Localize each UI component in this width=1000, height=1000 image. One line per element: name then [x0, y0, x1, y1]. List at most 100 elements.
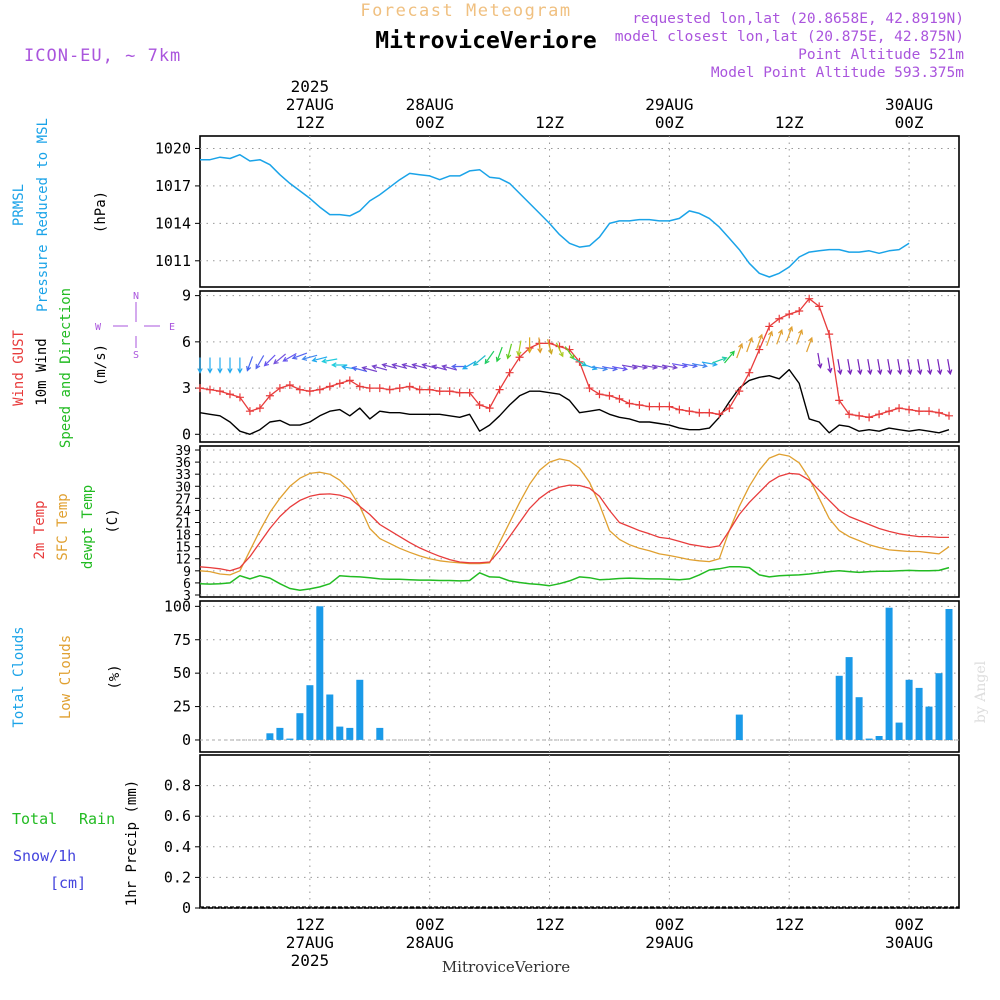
temp-ytick-label-2: 9: [183, 565, 191, 580]
point-altitude: Point Altitude 521m: [798, 47, 964, 63]
wind-arrow-32: [516, 340, 522, 357]
clouds-panel: 0 25 50 75 100: [164, 597, 960, 753]
wind-arrow-14: [331, 362, 348, 368]
wind-panel: 0 3 6 9: [182, 287, 960, 443]
dewpt-label: dewpt Temp: [80, 485, 96, 569]
gust-marker-60: [795, 307, 804, 316]
gust-marker-69: [885, 407, 894, 416]
wind-arrow-66: [857, 358, 863, 376]
top-axis-label-1-0: 28AUG: [406, 95, 454, 114]
wind-arrow-50: [691, 363, 708, 369]
cloud-bar-2: [286, 738, 294, 740]
cloud-bar-0: [266, 733, 274, 740]
gust-marker-23: [425, 385, 434, 394]
wind-arrow-6: [255, 355, 265, 370]
bottom-axis-label-5-0: 00Z: [895, 915, 924, 934]
gust-marker-5: [245, 407, 254, 416]
precip-total-label: Total: [12, 810, 57, 828]
cloud-bar-1: [276, 727, 284, 740]
cloud-bar-7: [336, 726, 344, 740]
wind-arrow-1: [207, 357, 213, 374]
cloud-bar-3: [296, 713, 304, 740]
precip-ytick-label-2: 0.4: [164, 838, 191, 856]
gust-marker-0: [196, 384, 204, 393]
top-axis-label-3-0: 29AUG: [645, 95, 693, 114]
temp-ytick-label-7: 24: [175, 504, 191, 519]
top-axis-label-1-1: 00Z: [415, 113, 444, 132]
gust-marker-39: [585, 384, 594, 393]
gust-marker-44: [635, 401, 644, 410]
gust-marker-8: [275, 384, 284, 393]
wind-ytick-label-0: 0: [182, 425, 191, 443]
gust-marker-53: [725, 404, 734, 413]
wind-ytick-label-1: 3: [182, 379, 191, 397]
temp-ytick-label-10: 33: [175, 468, 191, 483]
temp-ytick-label-4: 15: [175, 541, 191, 556]
wind-ytick-label-2: 6: [182, 333, 191, 351]
credit-label: by Angel: [973, 660, 989, 723]
sfc-temp-label: SFC Temp: [55, 493, 71, 560]
gust-marker-10: [295, 385, 304, 394]
clouds-ytick-label-0: 0: [182, 731, 191, 749]
compass-rose: N E S W: [95, 291, 175, 361]
temp-ytick-label-6: 21: [175, 517, 191, 532]
wind-arrow-21: [401, 362, 418, 369]
temp-unit-label: (C): [105, 508, 121, 533]
wind-unit-label: (m/s): [93, 344, 109, 386]
wind-ytick-label-3: 9: [182, 287, 191, 305]
cloud-bar-9: [356, 679, 364, 740]
gust-marker-13: [325, 382, 334, 391]
cloud-bar-21: [925, 706, 933, 740]
wind-arrow-18: [371, 364, 388, 371]
gust-marker-1: [205, 385, 214, 394]
gust-marker-75: [945, 411, 954, 420]
wind-arrow-5: [246, 356, 254, 372]
gust-marker-20: [395, 384, 404, 393]
wind-arrow-8: [273, 353, 286, 365]
gust-marker-26: [455, 388, 464, 397]
gust-marker-4: [235, 393, 244, 402]
clouds-unit-label: (%): [107, 664, 123, 689]
wind-arrow-11: [301, 354, 318, 361]
total-clouds-label: Total Clouds: [11, 626, 27, 727]
wind-arrow-62: [817, 352, 823, 369]
bottom-axis-label-1-0: 00Z: [415, 915, 444, 934]
wind-arrow-74: [937, 358, 943, 376]
precip-axis-label: 1hr Precip (mm): [124, 780, 140, 906]
gust-marker-30: [495, 385, 504, 394]
precip-rain-label: Rain: [79, 810, 115, 828]
clouds-ytick-label-4: 100: [164, 597, 191, 615]
wind-arrow-73: [927, 358, 933, 376]
wind-arrow-31: [506, 343, 513, 360]
bottom-axis-label-3-1: 29AUG: [645, 933, 693, 952]
gust-marker-3: [225, 390, 234, 399]
cloud-bar-18: [895, 722, 903, 740]
gust-marker-46: [655, 402, 664, 411]
cloud-bar-6: [326, 694, 334, 740]
wind-arrow-42: [611, 366, 629, 372]
cloud-bar-10: [376, 727, 384, 740]
wind-arrow-9: [282, 352, 297, 362]
wind-arrow-16: [351, 366, 368, 373]
temp-ytick-label-12: 39: [175, 444, 191, 459]
wind-arrow-51: [701, 361, 718, 367]
wind-arrow-4: [237, 357, 243, 374]
gust-marker-74: [935, 408, 944, 417]
cloud-bar-16: [875, 736, 883, 740]
wind-arrow-71: [907, 358, 913, 376]
gust-marker-56: [755, 345, 764, 354]
closest-coords: model closest lon,lat (20.875E, 42.875N): [615, 29, 964, 45]
gust-marker-72: [915, 407, 924, 416]
gust-marker-14: [335, 379, 344, 388]
gust-marker-11: [305, 387, 314, 396]
wind-arrow-36: [555, 342, 564, 358]
precip-panel: 0 0.2 0.4 0.6 0.8: [164, 754, 960, 917]
gust-marker-68: [875, 410, 884, 419]
temp-ytick-label-1: 6: [183, 577, 191, 592]
wind-arrow-24: [431, 364, 448, 371]
gust-marker-19: [385, 385, 394, 394]
wind-arrow-53: [724, 350, 735, 364]
footer-station: MitroviceVeriore: [442, 958, 570, 976]
gust-marker-67: [865, 413, 874, 422]
gust-marker-61: [805, 294, 814, 303]
